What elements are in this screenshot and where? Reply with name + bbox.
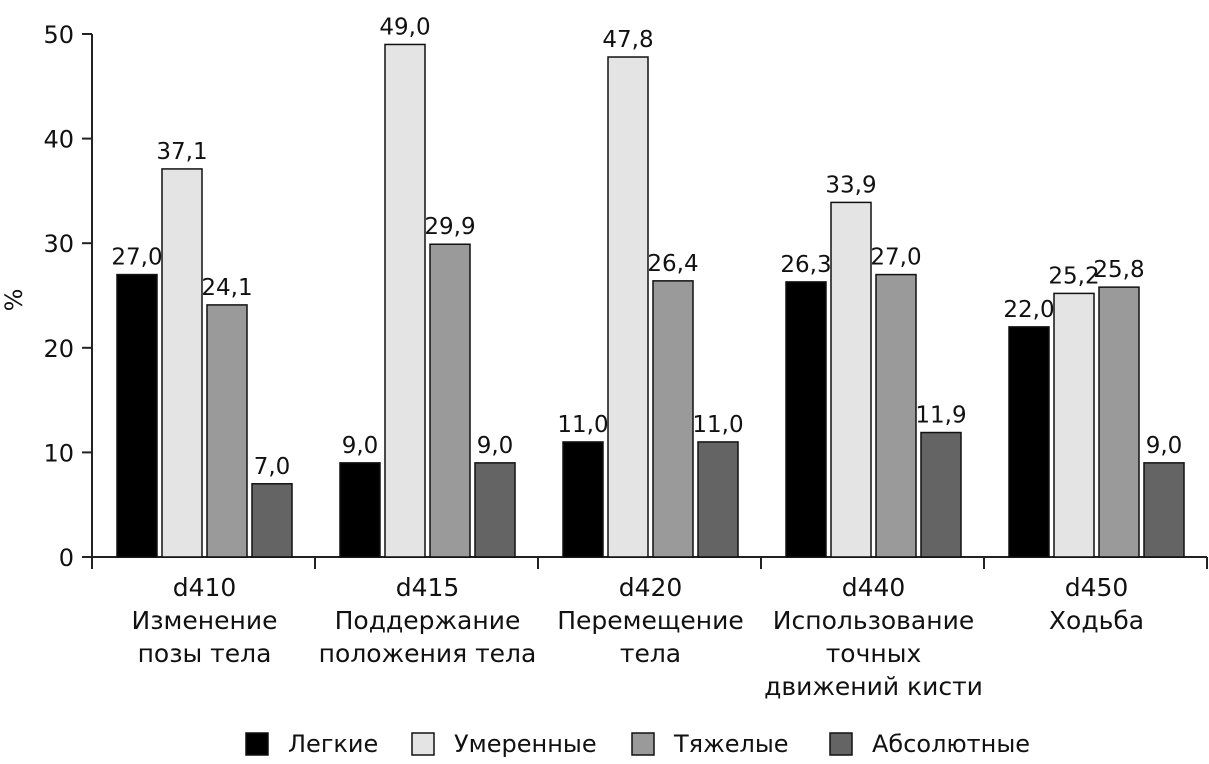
- bar: [785, 281, 827, 558]
- data-label: 9,0: [342, 433, 379, 459]
- legend-label: Умеренные: [454, 730, 597, 758]
- data-label: 37,1: [156, 139, 207, 165]
- data-label: 47,8: [602, 27, 653, 53]
- category-labels-group: d410 Изменение позы тела d415 Поддержание пол…: [132, 573, 1145, 701]
- data-label: 24,1: [201, 275, 252, 301]
- data-label: 11,0: [692, 412, 743, 438]
- bar: [830, 201, 872, 558]
- data-label: 25,8: [1093, 257, 1144, 283]
- legend-label: Абсолютные: [872, 730, 1030, 758]
- category-label: d440: [842, 573, 906, 602]
- category-label: Изменение: [132, 606, 278, 635]
- data-label: 27,0: [111, 245, 162, 271]
- legend: Легкие Умеренные Тяжелые Абсолютные: [245, 730, 1030, 758]
- data-label: 22,0: [1003, 297, 1054, 323]
- bar: [920, 431, 962, 558]
- y-tick-label: 20: [43, 335, 74, 363]
- bar: [474, 462, 516, 558]
- legend-swatch: [245, 732, 269, 756]
- bar: [875, 273, 917, 558]
- category-label: d415: [396, 573, 460, 602]
- y-tick-label: 50: [43, 21, 74, 49]
- bars-group: [116, 43, 1185, 558]
- data-label: 26,4: [647, 251, 698, 277]
- legend-swatch: [411, 732, 435, 756]
- y-tick-label: 0: [59, 544, 74, 572]
- data-label: 7,0: [254, 454, 291, 480]
- bar: [116, 273, 158, 558]
- bar: [1053, 292, 1095, 558]
- bar: [1143, 462, 1185, 558]
- y-axis-title: %: [0, 289, 28, 312]
- bar: [384, 43, 426, 558]
- data-label: 27,0: [870, 245, 921, 271]
- y-tick-label: 40: [43, 126, 74, 154]
- data-label: 11,0: [557, 412, 608, 438]
- x-axis-ticks: [91, 557, 1208, 569]
- category-label: Использование: [773, 606, 974, 635]
- bar: [339, 462, 381, 558]
- data-label: 11,9: [915, 403, 966, 429]
- data-label: 9,0: [477, 433, 514, 459]
- category-label: тела: [620, 639, 681, 668]
- bar: [429, 243, 471, 558]
- legend-label: Тяжелые: [673, 730, 789, 758]
- legend-swatch: [631, 732, 655, 756]
- bar: [652, 280, 694, 558]
- data-label: 26,3: [780, 252, 831, 278]
- category-label: Поддержание: [335, 606, 521, 635]
- category-label: Ходьба: [1049, 606, 1144, 635]
- bar: [607, 56, 649, 558]
- category-label: движений кисти: [764, 672, 983, 701]
- y-tick-label: 30: [43, 230, 74, 258]
- data-label: 33,9: [825, 172, 876, 198]
- category-label: d420: [619, 573, 683, 602]
- legend-swatch: [829, 732, 853, 756]
- y-axis-ticks: 0 10 20 30 40 50: [43, 21, 92, 572]
- legend-label: Легкие: [288, 730, 378, 758]
- y-tick-label: 10: [43, 439, 74, 467]
- category-label: позы тела: [138, 639, 272, 668]
- category-label: положения тела: [319, 639, 537, 668]
- bar: [697, 441, 739, 558]
- bar: [161, 168, 203, 558]
- bar: [1008, 326, 1050, 558]
- data-labels-group: 27,09,011,026,322,037,149,0 47,833,925,22…: [111, 14, 1182, 479]
- category-label: точных: [826, 639, 922, 668]
- bar: [206, 304, 248, 558]
- bar: [1098, 286, 1140, 558]
- category-label: d450: [1065, 573, 1129, 602]
- category-label: d410: [173, 573, 237, 602]
- bar: [251, 483, 293, 558]
- category-label: Перемещение: [557, 606, 744, 635]
- data-label: 49,0: [379, 14, 430, 40]
- data-label: 29,9: [424, 214, 475, 240]
- bar: [562, 441, 604, 558]
- data-label: 25,2: [1048, 263, 1099, 289]
- data-label: 9,0: [1146, 433, 1183, 459]
